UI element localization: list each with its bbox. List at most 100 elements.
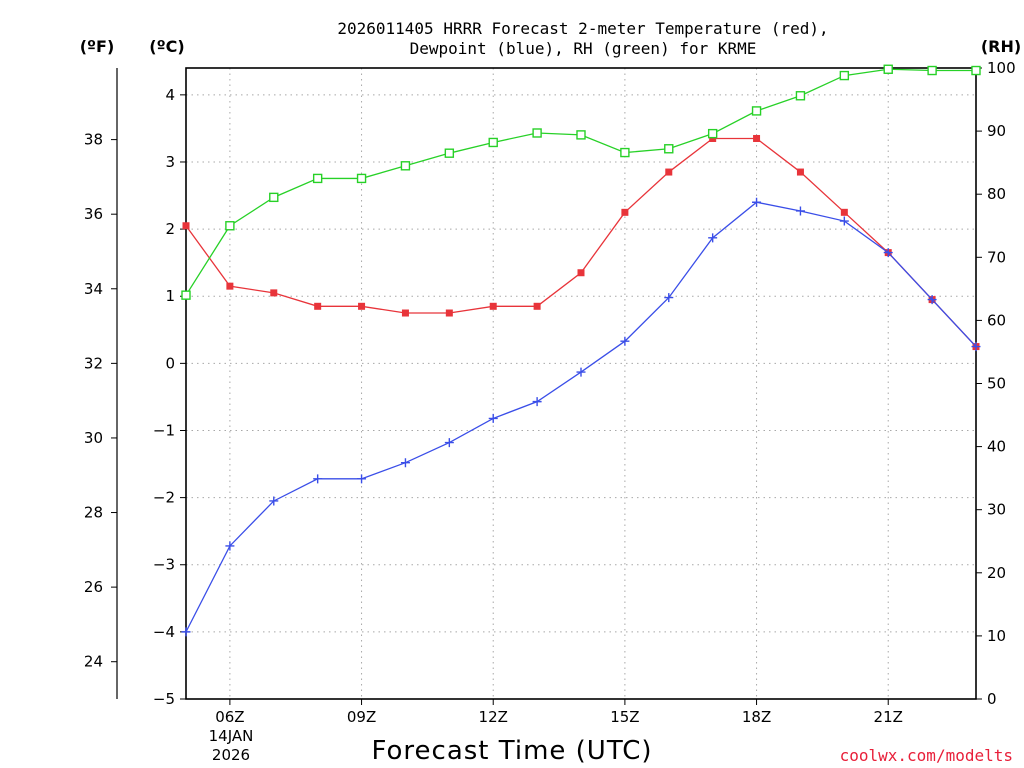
series-line [185,137,977,348]
data-point [358,302,366,310]
rh-tick-label: 10 [987,627,1006,645]
rh-unit-label: (RH) [981,37,1021,56]
rh-tick-label: 50 [987,375,1006,393]
x-tick-label: 18Z [742,708,771,726]
plot-frame [185,67,977,700]
data-point [795,91,806,101]
data-point [182,222,190,230]
source-credit: coolwx.com/modelts [840,746,1013,765]
data-point [225,541,235,551]
fahrenheit-unit-label: (ºF) [80,37,115,56]
rh-tick-label: 80 [987,185,1006,203]
data-point [971,342,981,352]
series-dewpoint [181,197,981,637]
rh-tick-label: 90 [987,122,1006,140]
data-point [269,192,279,203]
data-point [400,458,410,468]
fahrenheit-tick-label: 38 [84,131,103,149]
data-point [401,309,409,317]
celsius-tick-label: −1 [153,421,175,439]
celsius-tick-label: 2 [165,220,175,238]
tick-labels: 06Z 09Z 12Z 15Z 18Z 21Z−5−4−3−2−1012342426283… [84,59,1016,726]
rh-tick-label: 60 [987,311,1006,329]
data-point [356,173,367,184]
rh-tick-label: 100 [987,59,1016,77]
data-point [840,208,848,216]
celsius-tick-label: 4 [165,86,175,104]
x-tick-label: 15Z [610,708,639,726]
data-point [532,397,542,407]
data-point [883,248,893,258]
fahrenheit-tick-label: 32 [84,354,103,372]
data-point [270,289,278,297]
data-point [971,65,981,76]
grid-lines [186,68,976,699]
data-point [751,106,762,116]
fahrenheit-tick-label: 26 [84,578,103,596]
series-line [185,201,977,633]
rh-tick-label: 40 [987,438,1006,456]
data-point [181,627,191,637]
data-point [226,282,234,290]
data-point [488,137,498,148]
x-tick-label: 09Z [347,708,376,726]
data-point [400,161,411,171]
celsius-tick-label: 0 [165,354,175,372]
data-point [664,293,674,303]
celsius-tick-label: −2 [153,489,175,507]
data-series [181,64,981,637]
x-tick-label: 21Z [874,708,903,726]
data-point [708,233,718,243]
data-point [927,65,937,76]
fahrenheit-tick-label: 36 [84,205,103,223]
data-point [532,128,542,138]
rh-tick-label: 20 [987,564,1006,582]
date-label-year: 2026 [212,746,250,764]
data-point [444,148,455,158]
data-point [489,302,497,310]
chart-title-line-1: 2026011405 HRRR Forecast 2-meter Tempera… [337,19,828,38]
x-tick-label: 12Z [479,708,508,726]
celsius-unit-label: (ºC) [149,37,184,56]
data-point [357,474,367,484]
data-point [312,173,323,184]
fahrenheit-tick-label: 24 [84,653,103,671]
data-point [620,336,630,346]
data-point [665,168,673,176]
data-point [576,367,586,377]
data-point [839,216,849,226]
celsius-tick-label: −5 [153,690,175,708]
data-point [620,147,630,158]
celsius-tick-label: −3 [153,556,175,574]
data-point [444,438,454,448]
date-label-day: 14JAN [209,727,254,745]
series-line [185,68,976,296]
data-point [795,206,805,216]
data-point [313,474,323,484]
data-point [488,413,498,423]
data-point [621,208,629,216]
data-point [709,134,717,142]
series-2-meter-temperature [182,134,980,351]
data-point [664,144,674,154]
celsius-tick-label: −4 [153,623,175,641]
data-point [225,221,235,231]
data-point [445,309,453,317]
axes [111,67,982,705]
rh-tick-label: 0 [987,690,997,708]
data-point [314,302,322,310]
data-point [269,496,279,506]
fahrenheit-tick-label: 30 [84,429,103,447]
data-point [753,134,761,142]
celsius-tick-label: 3 [165,153,175,171]
data-point [181,290,191,300]
celsius-tick-label: 1 [165,287,175,305]
data-point [707,128,718,139]
fahrenheit-tick-label: 34 [84,280,103,298]
rh-tick-label: 70 [987,248,1006,266]
data-point [577,269,585,277]
series-rh [181,64,981,300]
x-tick-label: 06Z [215,708,244,726]
chart-title-line-2: Dewpoint (blue), RH (green) for KRME [410,39,757,58]
